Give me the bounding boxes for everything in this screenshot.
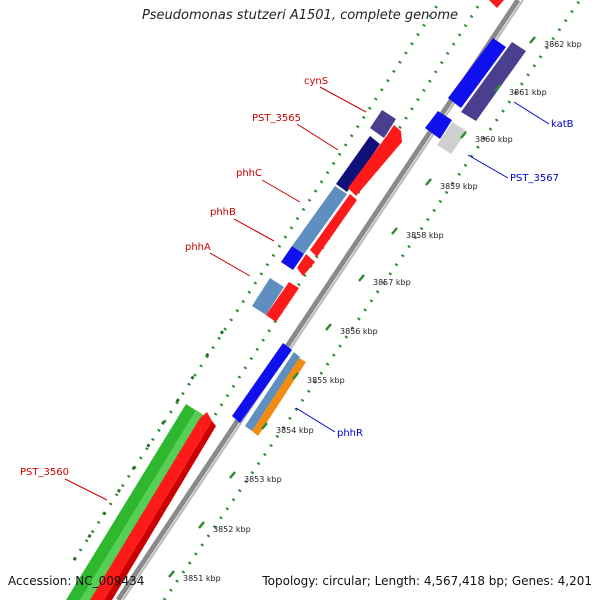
tick-label: 3859 kbp	[440, 182, 478, 191]
tick-label: 3861 kbp	[509, 88, 547, 97]
tick-guide-line	[94, 0, 484, 600]
tick-guides	[72, 0, 582, 600]
gene-PST-3567-grey	[437, 122, 467, 154]
tick-mark	[292, 372, 299, 380]
gene-cynS-purple	[370, 110, 396, 138]
tick-mark	[229, 471, 236, 479]
leader-line	[233, 218, 275, 242]
genes	[66, 0, 526, 600]
gene-phhR-steel	[245, 352, 300, 431]
tick-mark	[325, 323, 332, 331]
tick-mark	[425, 178, 432, 186]
gene-forward-long-red-edge	[104, 421, 216, 600]
gene-phhR-blue	[232, 343, 292, 423]
gene-phhB-red	[297, 254, 315, 276]
tick-label: 3858 kbp	[406, 231, 444, 240]
gene-labels: cynS PST_3565 phhC phhB phhA PST_3560 katB PST_…	[20, 76, 574, 501]
leader-line	[319, 86, 367, 113]
gene-phhR-orange	[252, 358, 306, 436]
map-title: Pseudomonas stutzeri A1501, complete gen…	[141, 8, 459, 23]
topology-text: Topology: circular; Length: 4,567,418 bp…	[262, 574, 592, 588]
tick-mark	[460, 131, 467, 139]
tick-mark	[529, 36, 536, 44]
tick-label: 3854 kbp	[276, 426, 314, 435]
tick-label: 3852 kbp	[213, 525, 251, 534]
gene-reverse-blue-small	[425, 111, 452, 139]
tick-mark	[198, 521, 205, 529]
gene-phhA-red	[266, 282, 299, 322]
tick-mark	[391, 227, 398, 235]
gene-PST-3560-outer	[66, 404, 200, 600]
leader-line	[513, 101, 550, 125]
accession-text: Accession: NC_009434	[8, 574, 145, 588]
leader-line	[467, 154, 509, 179]
gene-phhA-steel	[252, 278, 284, 315]
gene-forward-long-red	[90, 412, 212, 600]
gene-PST-3565-red	[348, 125, 402, 196]
gene-label: katB	[551, 119, 574, 130]
gene-label: cynS	[304, 76, 328, 87]
tick-label: 3856 kbp	[340, 327, 378, 336]
gene-label: PST_3565	[252, 113, 301, 124]
gene-top-red	[489, 0, 504, 8]
tick-mark	[168, 570, 175, 578]
gene-label: phhB	[210, 207, 236, 218]
gene-label: PST_3567	[510, 173, 559, 184]
gene-PST-3560-inner	[80, 410, 205, 600]
tick-mark	[494, 84, 501, 92]
gene-phhC-steel	[292, 186, 347, 254]
gene-label: phhA	[185, 242, 211, 253]
tick-guide-line	[162, 0, 582, 600]
gene-katB-purple	[461, 42, 526, 121]
tick-mark	[358, 274, 365, 282]
leader-line	[296, 123, 339, 151]
gene-label: phhR	[337, 428, 363, 439]
tick-label: 3851 kbp	[183, 574, 221, 583]
leader-line	[64, 478, 108, 501]
tick-label: 3853 kbp	[244, 475, 282, 484]
tick-label: 3862 kbp	[544, 40, 582, 49]
gene-PST-3565-navy	[336, 136, 380, 192]
gene-label: phhC	[236, 168, 262, 179]
tick-label: 3855 kbp	[307, 376, 345, 385]
leader-line	[261, 179, 301, 203]
tick-label: 3860 kbp	[475, 135, 513, 144]
gene-label: PST_3560	[20, 467, 69, 478]
tick-label: 3857 kbp	[373, 278, 411, 287]
gene-reverse-blue-large	[448, 38, 506, 108]
gene-phhB-blue	[281, 246, 304, 270]
gene-phhC-red	[310, 194, 357, 257]
tick-axis: 3851 kbp 3852 kbp 3853 kbp 3854 kbp 3855 kbp…	[168, 36, 582, 583]
leader-line	[295, 407, 336, 433]
tick-mark	[261, 422, 268, 430]
leader-line	[209, 252, 251, 277]
